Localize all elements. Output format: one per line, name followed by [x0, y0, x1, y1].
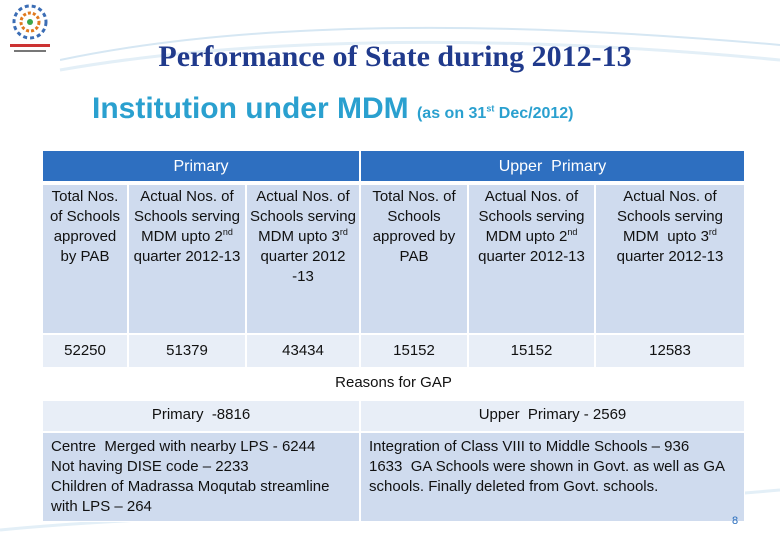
subtitle-main: Institution under MDM	[92, 92, 409, 125]
value-cell: 43434	[246, 334, 360, 368]
note-text: (as on 31	[416, 105, 487, 122]
reason-text: Children of Madrassa Moqutab streamline …	[51, 478, 334, 515]
column-header: Total Nos. of Schools approved by PAB	[42, 184, 128, 334]
title: Performance of State during 2012-13	[158, 40, 632, 73]
value-cell: 15152	[360, 334, 468, 368]
group-header: Primary	[42, 150, 360, 182]
gap-title: Reasons for GAP	[42, 368, 745, 400]
value-cell: 12583	[595, 334, 745, 368]
header-text: Total Nos. of Schools approved by PAB	[372, 188, 460, 265]
header-text: quarter 2012-13	[616, 228, 724, 265]
reason-text: Centre Merged with nearby LPS - 6244	[51, 438, 316, 455]
subtitle: Institution under MDM (as on 31st Dec/20…	[92, 92, 574, 126]
gap-reasons: Centre Merged with nearby LPS - 6244 Not…	[42, 432, 360, 522]
column-header: Actual Nos. of Schools serving MDM upto …	[468, 184, 595, 334]
page-number: 8	[732, 515, 739, 527]
header-text: Actual Nos. of Schools serving MDM upto …	[134, 188, 245, 245]
header-sup: rd	[708, 227, 717, 237]
header-sup: nd	[222, 227, 233, 237]
header-text: quarter 2012 -13	[260, 228, 353, 285]
value-cell: 51379	[128, 334, 246, 368]
logo	[0, 0, 60, 60]
column-header: Actual Nos. of Schools serving MDM upto …	[246, 184, 360, 334]
reason-text: Integration of Class VIII to Middle Scho…	[369, 438, 690, 455]
header-text: Actual Nos. of Schools serving MDM upto …	[250, 188, 361, 245]
subtitle-note: (as on 31st Dec/2012)	[416, 103, 574, 122]
header-text: Actual Nos. of Schools serving MDM upto …	[617, 188, 728, 245]
reason-text: Not having DISE code – 2233	[51, 458, 249, 475]
column-header: Actual Nos. of Schools serving MDM upto …	[128, 184, 246, 334]
note-sup: st	[486, 103, 495, 114]
header-text: Total Nos. of Schools approved by PAB	[49, 188, 125, 265]
header-text: quarter 2012-13	[133, 228, 241, 265]
header-text: quarter 2012-13	[478, 228, 585, 265]
value-cell: 52250	[42, 334, 128, 368]
reason-text: 1633 GA Schools were shown in Govt. as w…	[369, 458, 729, 495]
column-header: Total Nos. of Schools approved by PAB	[360, 184, 468, 334]
gap-group: Upper Primary - 2569	[360, 400, 745, 432]
note-text: Dec/2012)	[494, 105, 574, 122]
gap-reasons: Integration of Class VIII to Middle Scho…	[360, 432, 745, 522]
value-cell: 15152	[468, 334, 595, 368]
column-header: Actual Nos. of Schools serving MDM upto …	[595, 184, 745, 334]
gap-group: Primary -8816	[42, 400, 360, 432]
header-text: Actual Nos. of Schools serving MDM upto …	[478, 188, 589, 245]
group-header: Upper Primary	[360, 150, 745, 182]
header-sup: rd	[339, 227, 348, 237]
header-sup: nd	[567, 227, 578, 237]
